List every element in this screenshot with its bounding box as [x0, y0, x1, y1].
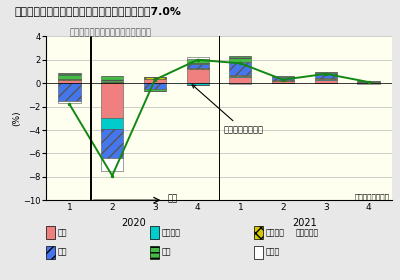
Bar	[229, 75, 252, 76]
Bar	[144, 79, 166, 83]
Bar	[229, 76, 252, 77]
Bar	[101, 118, 123, 129]
Bar	[186, 59, 209, 64]
Bar	[272, 76, 294, 77]
Bar	[315, 80, 337, 83]
Bar	[144, 77, 166, 78]
Bar	[101, 129, 123, 158]
Bar	[229, 62, 252, 75]
Text: 2021: 2021	[292, 218, 317, 228]
Bar	[358, 82, 380, 83]
Text: （四半期）: （四半期）	[296, 228, 319, 237]
Text: －ＮＥＥＤＳ日本経済モデル予測－: －ＮＥＥＤＳ日本経済モデル予測－	[70, 28, 152, 37]
Text: 実質成長率（季）: 実質成長率（季）	[192, 85, 263, 134]
Bar	[272, 80, 294, 81]
Bar	[186, 64, 209, 68]
Text: 2020: 2020	[121, 218, 146, 228]
Text: （前期比寄与度）: （前期比寄与度）	[355, 193, 390, 200]
Bar	[229, 56, 252, 62]
Bar	[101, 83, 123, 118]
Bar	[186, 83, 209, 85]
Bar	[358, 81, 380, 82]
Text: 輸入: 輸入	[162, 248, 172, 257]
Y-axis label: (%): (%)	[12, 111, 22, 126]
Text: 公共投資: 公共投資	[266, 228, 285, 237]
Bar	[101, 82, 123, 83]
Bar	[58, 78, 80, 80]
Text: 消費: 消費	[58, 228, 68, 237]
Bar	[58, 80, 80, 83]
Text: 輸出: 輸出	[58, 248, 68, 257]
Bar	[144, 78, 166, 79]
Bar	[101, 76, 123, 82]
Bar	[186, 68, 209, 69]
Bar	[186, 69, 209, 83]
Bar	[58, 83, 80, 101]
Bar	[58, 73, 80, 78]
Bar	[358, 83, 380, 84]
Bar	[272, 81, 294, 83]
Bar	[315, 79, 337, 80]
Bar	[229, 83, 252, 84]
Bar	[144, 83, 166, 89]
Bar	[186, 57, 209, 59]
Text: その他: その他	[266, 248, 280, 257]
Bar	[144, 76, 166, 77]
Bar	[315, 78, 337, 79]
Bar	[229, 77, 252, 83]
Text: 設備投資: 設備投資	[162, 228, 181, 237]
Bar	[315, 72, 337, 73]
Text: 図表２　４～６月期の成長率は前期比マイナス7.0%: 図表２ ４～６月期の成長率は前期比マイナス7.0%	[14, 6, 181, 16]
Bar	[315, 73, 337, 78]
Text: 予測: 予測	[168, 195, 178, 204]
Bar	[58, 101, 80, 103]
Bar	[101, 158, 123, 171]
Bar	[144, 89, 166, 91]
Bar	[272, 77, 294, 80]
